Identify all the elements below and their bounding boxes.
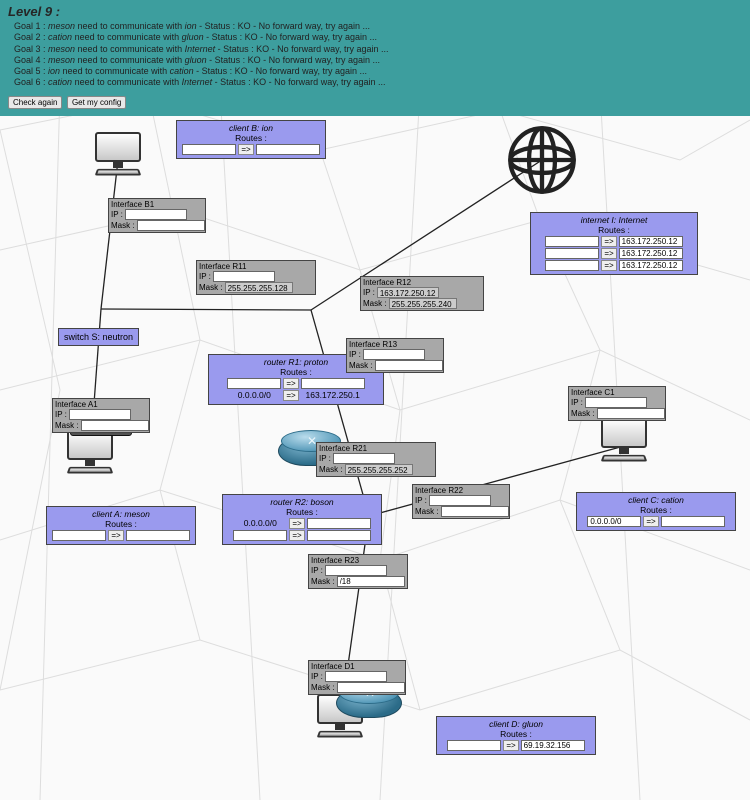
internet-i-box-route-0-next[interactable]	[619, 236, 683, 247]
client-a-box: client A: mesonRoutes :=>	[46, 506, 196, 545]
interface-c1-mask[interactable]	[597, 408, 665, 419]
client-a-box-route-0-next[interactable]	[126, 530, 190, 541]
interface-b1-mask[interactable]	[137, 220, 205, 231]
level-header: Level 9 : Goal 1 : meson need to communi…	[0, 0, 750, 116]
interface-r23-ip[interactable]	[325, 565, 387, 576]
internet-icon	[506, 124, 578, 196]
client-b-box-route-0-next[interactable]	[256, 144, 320, 155]
router-r1-box-route-1-dest: 0.0.0.0/0	[227, 390, 281, 401]
get-config-button[interactable]: Get my config	[67, 96, 126, 109]
interface-a1: Interface A1IP :Mask :	[52, 398, 150, 433]
interface-b1-ip[interactable]	[125, 209, 187, 220]
goal-line: Goal 6 : cation need to communicate with…	[14, 77, 742, 88]
client-b-box-route-0-dest[interactable]	[182, 144, 236, 155]
interface-r11: Interface R11IP :Mask :255.255.255.128	[196, 260, 316, 295]
client-c-box-route-0-dest[interactable]	[587, 516, 641, 527]
client-a-box-route-0-dest[interactable]	[52, 530, 106, 541]
route-arrow-icon: =>	[289, 530, 304, 541]
client-d-box-route-0-next[interactable]	[521, 740, 585, 751]
client-c-box: client C: cationRoutes :=>	[576, 492, 736, 531]
internet-i-box-route-2-dest[interactable]	[545, 260, 599, 271]
router-r2-box-route-1-dest[interactable]	[233, 530, 287, 541]
route-arrow-icon: =>	[289, 518, 304, 529]
client-d-box: client D: gluonRoutes :=>	[436, 716, 596, 755]
router-r2-box-title: router R2: boson	[226, 497, 378, 507]
internet-i-box-title: internet I: Internet	[534, 215, 694, 225]
interface-b1: Interface B1IP :Mask :	[108, 198, 206, 233]
interface-r13-mask[interactable]	[375, 360, 443, 371]
internet-i-box-route-1-next[interactable]	[619, 248, 683, 259]
interface-r22-mask[interactable]	[441, 506, 509, 517]
route-arrow-icon: =>	[283, 390, 298, 401]
interface-r12: Interface R12IP :163.172.250.12Mask :255…	[360, 276, 484, 311]
goal-line: Goal 1 : meson need to communicate with …	[14, 21, 742, 32]
route-arrow-icon: =>	[108, 530, 123, 541]
check-again-button[interactable]: Check again	[8, 96, 62, 109]
client-b-box-title: client B: ion	[180, 123, 322, 133]
router-r2-box-route-0-dest: 0.0.0.0/0	[233, 518, 287, 529]
client-b-box: client B: ionRoutes :=>	[176, 120, 326, 159]
goal-line: Goal 5 : ion need to communicate with ca…	[14, 66, 742, 77]
interface-r21: Interface R21IP :Mask :255.255.255.252	[316, 442, 436, 477]
interface-d1-mask[interactable]	[337, 682, 405, 693]
switch-label: switch S: neutron	[58, 328, 139, 346]
interface-a1-mask[interactable]	[81, 420, 149, 431]
route-arrow-icon: =>	[601, 260, 616, 271]
computer-icon	[596, 418, 652, 474]
router-r2-box-route-0-next[interactable]	[307, 518, 371, 529]
internet-i-box-route-1-dest[interactable]	[545, 248, 599, 259]
router-r1-box-route-0-next[interactable]	[301, 378, 365, 389]
interface-r12-mask: 255.255.255.240	[389, 298, 457, 309]
route-arrow-icon: =>	[503, 740, 518, 751]
client-a-box-title: client A: meson	[50, 509, 192, 519]
computer-icon	[62, 430, 118, 486]
interface-a1-ip[interactable]	[69, 409, 131, 420]
router-r2-box-route-1-next[interactable]	[307, 530, 371, 541]
goal-line: Goal 3 : meson need to communicate with …	[14, 44, 742, 55]
goal-line: Goal 4 : meson need to communicate with …	[14, 55, 742, 66]
route-arrow-icon: =>	[238, 144, 253, 155]
interface-c1: Interface C1IP :Mask :	[568, 386, 666, 421]
interface-r21-mask: 255.255.255.252	[345, 464, 413, 475]
interface-r11-mask: 255.255.255.128	[225, 282, 293, 293]
client-d-box-title: client D: gluon	[440, 719, 592, 729]
router-r1-box-route-1-next: 163.172.250.1	[301, 390, 365, 401]
interface-r21-ip[interactable]	[333, 453, 395, 464]
interface-r11-ip[interactable]	[213, 271, 275, 282]
interface-d1-ip[interactable]	[325, 671, 387, 682]
internet-i-box-route-2-next[interactable]	[619, 260, 683, 271]
goal-line: Goal 2 : cation need to communicate with…	[14, 32, 742, 43]
interface-r23-mask[interactable]	[337, 576, 405, 587]
route-arrow-icon: =>	[643, 516, 658, 527]
client-d-box-route-0-dest[interactable]	[447, 740, 501, 751]
route-arrow-icon: =>	[283, 378, 298, 389]
computer-icon	[90, 132, 146, 188]
internet-i-box: internet I: InternetRoutes :=>=>=>	[530, 212, 698, 275]
route-arrow-icon: =>	[601, 248, 616, 259]
router-r2-box: router R2: bosonRoutes :0.0.0.0/0=>=>	[222, 494, 382, 545]
interface-r13: Interface R13IP :Mask :	[346, 338, 444, 373]
internet-i-box-route-0-dest[interactable]	[545, 236, 599, 247]
router-r1-box-route-0-dest[interactable]	[227, 378, 281, 389]
interface-d1: Interface D1IP :Mask :	[308, 660, 406, 695]
route-arrow-icon: =>	[601, 236, 616, 247]
interface-r13-ip[interactable]	[363, 349, 425, 360]
interface-r22: Interface R22IP :Mask :	[412, 484, 510, 519]
client-c-box-route-0-next[interactable]	[661, 516, 725, 527]
client-c-box-title: client C: cation	[580, 495, 732, 505]
interface-r22-ip[interactable]	[429, 495, 491, 506]
interface-r23: Interface R23IP :Mask :	[308, 554, 408, 589]
interface-r12-ip: 163.172.250.12	[377, 287, 439, 298]
interface-c1-ip[interactable]	[585, 397, 647, 408]
level-title: Level 9 :	[8, 4, 742, 19]
